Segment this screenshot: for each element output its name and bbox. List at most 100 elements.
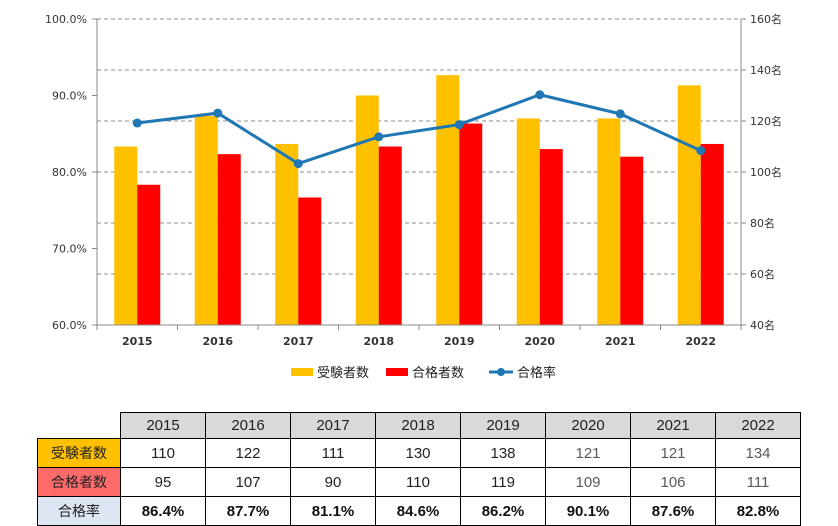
table-cell: 111 [715,467,801,497]
left-tick-label: 60.0% [52,319,87,332]
left-tick-label: 100.0% [45,13,87,26]
legend-swatch [291,368,313,376]
table-cell: 130 [375,438,461,468]
table-cell: 110 [120,438,206,468]
x-tick-label: 2015 [122,335,153,348]
rate-point [374,132,384,142]
table-cell: 107 [205,467,291,497]
x-tick-label: 2016 [202,335,233,348]
right-tick-label: 100名 [750,165,782,179]
table-cell: 122 [205,438,291,468]
bar-applicants [355,95,379,325]
table-cell: 121 [630,438,716,468]
right-tick-label: 40名 [750,318,775,332]
bar-applicants [194,115,218,326]
bar-applicants [516,118,540,325]
table-cell: 90 [290,467,376,497]
table-cell: 86.4% [120,496,206,526]
bar-applicants [597,118,621,325]
x-tick-label: 2019 [444,335,475,348]
right-tick-label: 140名 [750,63,782,77]
rate-point [213,108,223,118]
table-row: 受験者数 110 122 111 130 138 121 121 134 [37,438,801,468]
x-tick-label: 2018 [363,335,394,348]
table-year-header: 2022 [715,412,801,439]
table-year-header: 2018 [375,412,461,439]
table-cell: 110 [375,467,461,497]
bar-passers [137,184,161,325]
legend-label: 合格者数 [412,365,464,381]
bar-passers [539,149,563,325]
bar-applicants [114,146,138,325]
bar-series [114,75,724,326]
table-cell: 90.1% [545,496,631,526]
table-year-header: 2019 [460,412,546,439]
table-cell: 111 [290,438,376,468]
table-cell: 87.7% [205,496,291,526]
bar-applicants [677,85,701,325]
bar-passers [298,197,322,325]
table-cell: 109 [545,467,631,497]
right-tick-label: 80名 [750,216,775,230]
rate-point [454,120,464,130]
left-tick-label: 90.0% [52,90,87,103]
gridlines [97,18,741,275]
table-row-label: 合格者数 [37,467,121,497]
rate-point [696,146,706,156]
x-tick-label: 2017 [283,335,314,348]
table-cell: 119 [460,467,546,497]
x-tick-label: 2020 [524,335,555,348]
rate-point [293,159,303,169]
table-year-header: 2015 [120,412,206,439]
x-tick-label: 2022 [685,335,716,348]
rate-point [132,118,142,128]
table-cell: 138 [460,438,546,468]
table-cell: 84.6% [375,496,461,526]
table-row: 合格率 86.4% 87.7% 81.1% 84.6% 86.2% 90.1% 87.6% 82… [37,496,801,526]
bar-passers [378,146,402,325]
table-year-header: 2016 [205,412,291,439]
right-tick-label: 160名 [750,12,782,26]
rate-line [137,93,702,166]
table-year-header: 2021 [630,412,716,439]
rate-point [535,90,545,100]
bar-passers [459,123,483,325]
legend-label: 合格率 [517,365,556,381]
tick-labels: 60.0% 70.0% 80.0% 90.0% 100.0% 40名 60名 80名 100名 1… [45,12,782,348]
axes [92,18,746,330]
right-tick-label: 60名 [750,267,775,281]
right-tick-label: 120名 [750,114,782,128]
table-cell: 87.6% [630,496,716,526]
table-corner [37,412,121,439]
legend-label: 受験者数 [317,366,369,381]
table-cell: 121 [545,438,631,468]
table-header-row: 2015 2016 2017 2018 2019 2020 2021 2022 [37,412,801,439]
bar-passers [217,154,241,325]
table-year-header: 2020 [545,412,631,439]
table-row-label: 受験者数 [37,438,121,468]
table-cell: 82.8% [715,496,801,526]
table-row-label: 合格率 [37,496,121,526]
combo-chart: 60.0% 70.0% 80.0% 90.0% 100.0% 40名 60名 80名 100名 1… [45,12,782,381]
bar-applicants [436,75,460,325]
legend: 受験者数 合格者数 合格率 [291,365,556,381]
table-cell: 106 [630,467,716,497]
rate-line-series [132,90,706,169]
x-tick-label: 2021 [605,335,636,348]
table-cell: 81.1% [290,496,376,526]
bar-applicants [275,143,299,325]
rate-point [615,109,625,119]
legend-marker [497,368,505,376]
bar-passers [700,143,724,325]
data-table: 2015 2016 2017 2018 2019 2020 2021 2022 受験者数 110… [37,412,801,526]
legend-swatch [386,368,408,376]
table-cell: 86.2% [460,496,546,526]
bar-passers [620,156,644,325]
table-year-header: 2017 [290,412,376,439]
table-cell: 134 [715,438,801,468]
left-tick-label: 80.0% [52,166,87,179]
table-cell: 95 [120,467,206,497]
table-body: 受験者数 110 122 111 130 138 121 121 134 合格者数 95 107 90 1… [37,438,801,526]
table-row: 合格者数 95 107 90 110 119 109 106 111 [37,467,801,497]
left-tick-label: 70.0% [52,243,87,256]
